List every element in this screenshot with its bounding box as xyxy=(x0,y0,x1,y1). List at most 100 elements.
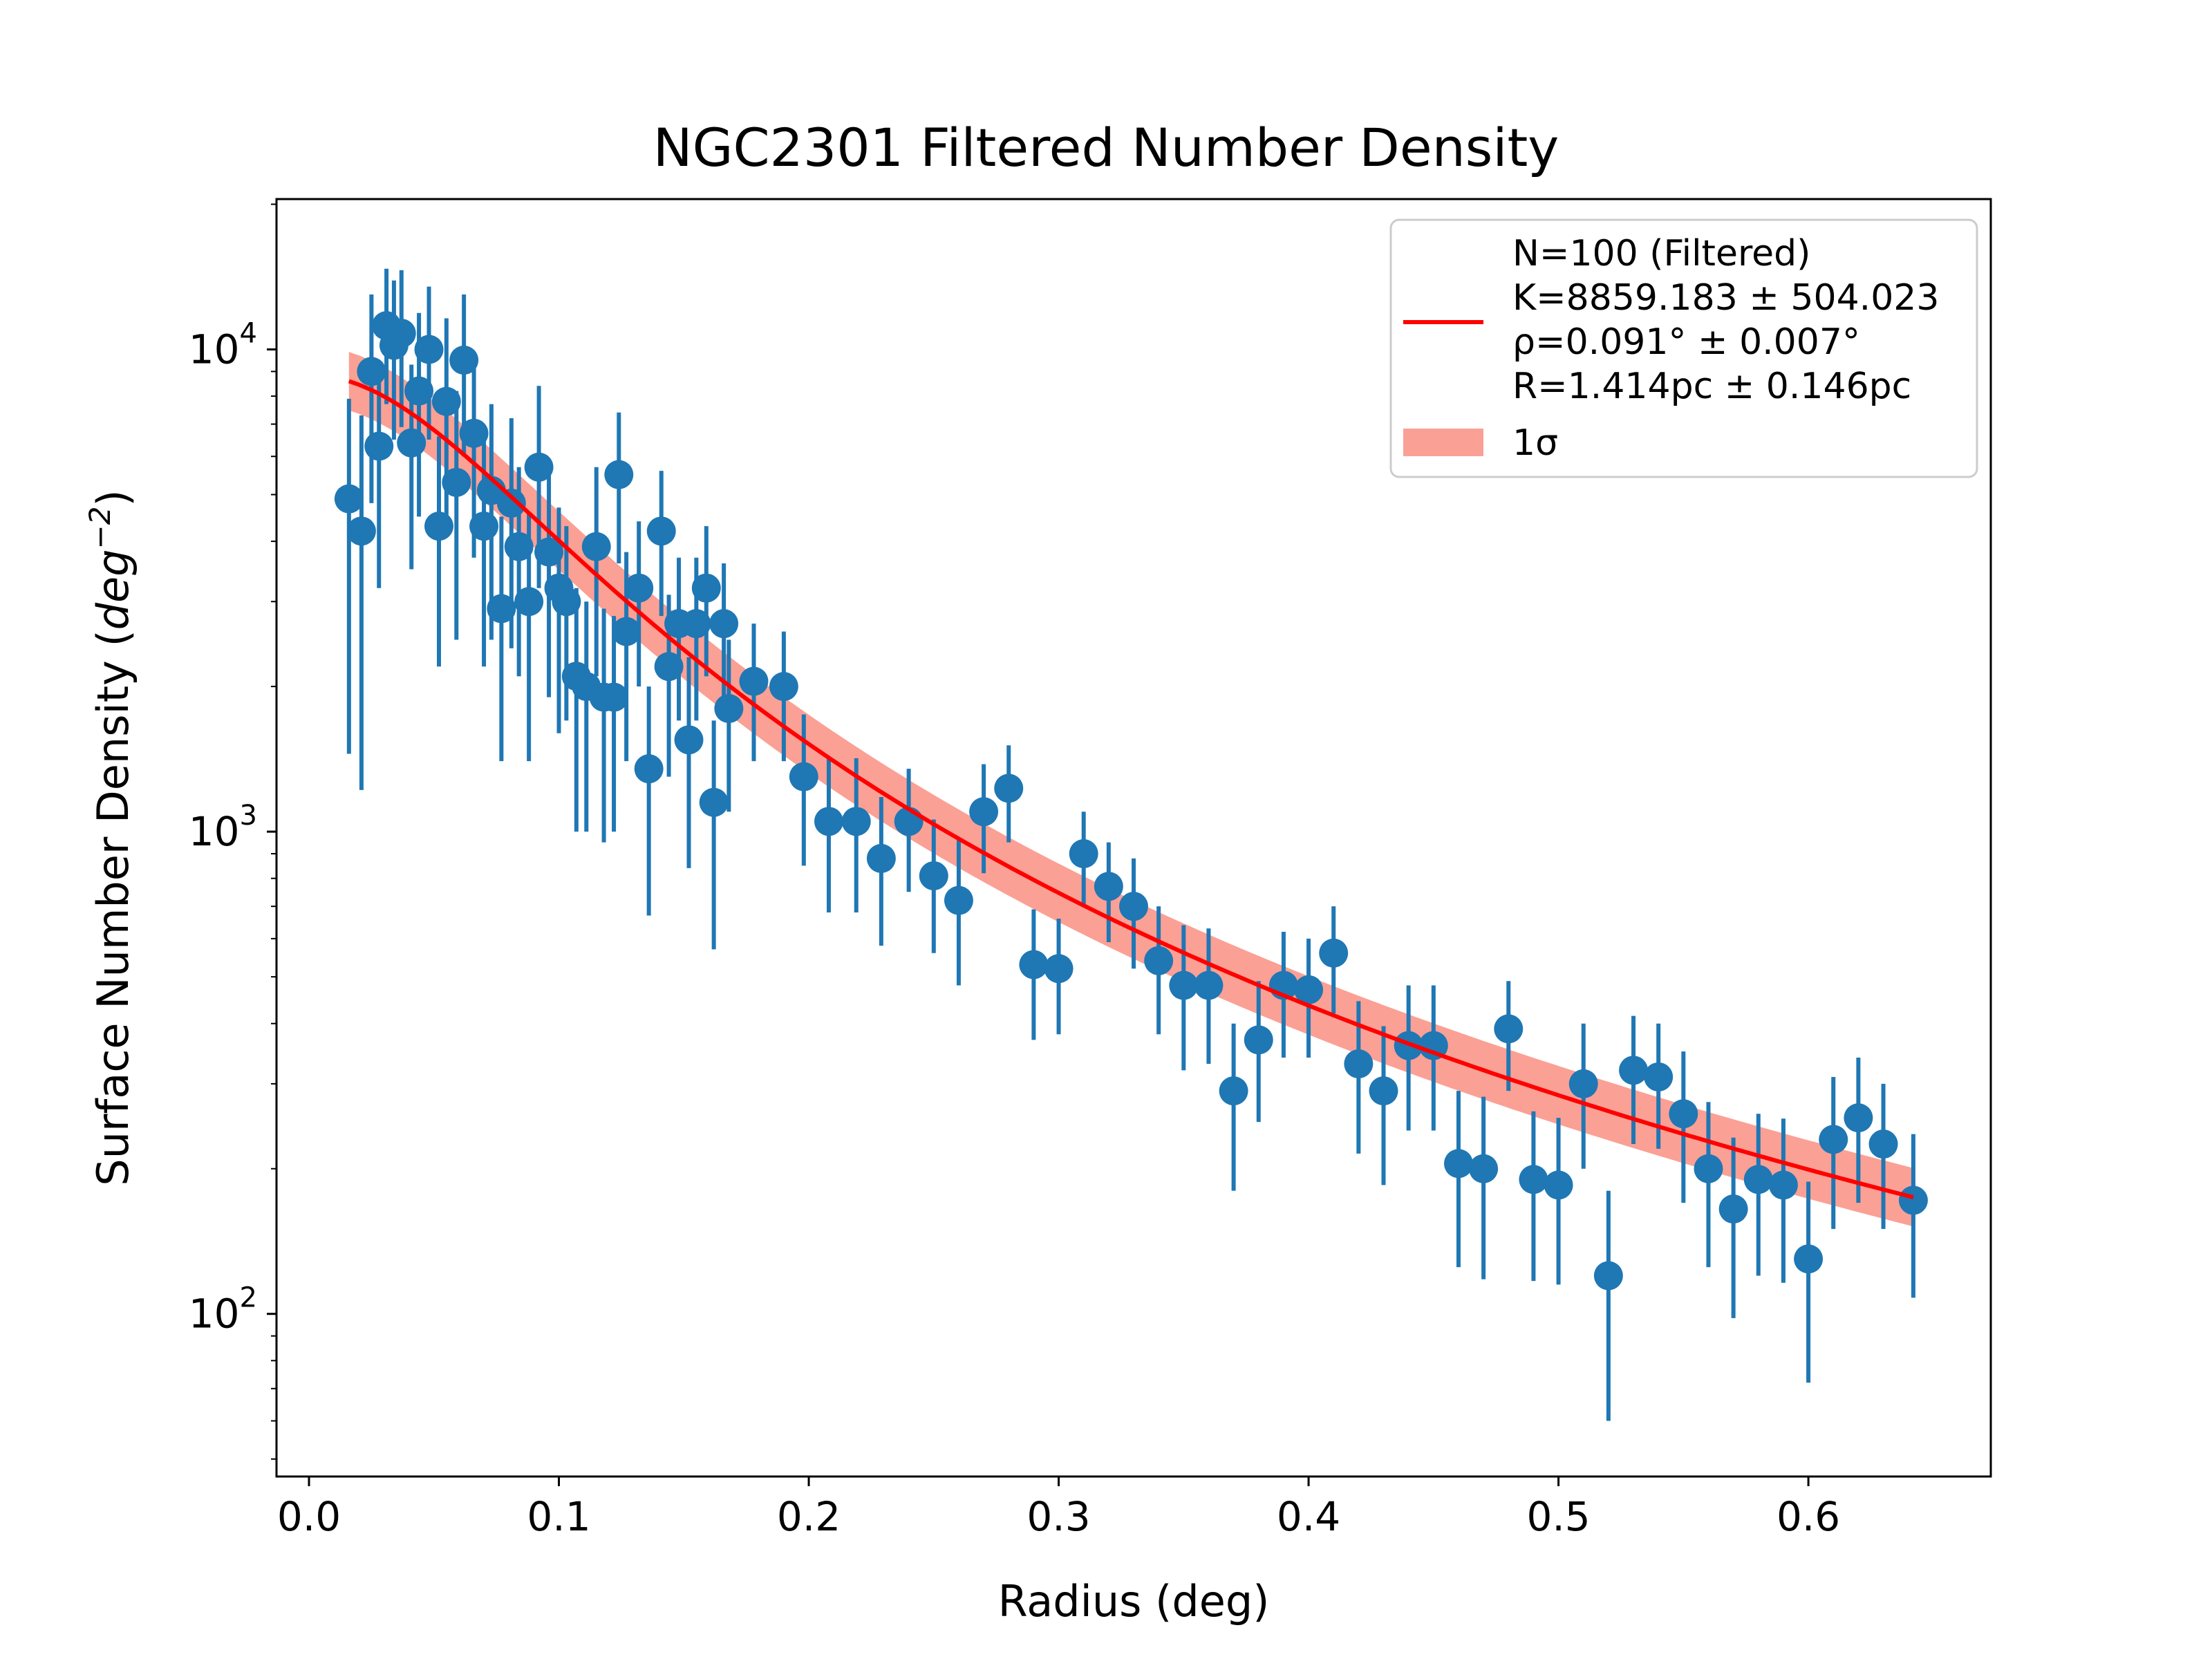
point-marker xyxy=(682,609,711,639)
data-point xyxy=(552,526,581,721)
point-marker xyxy=(612,617,641,646)
legend-box xyxy=(1389,218,1978,478)
legend-fit-label: N=100 (Filtered) K=8859.183 ± 504.023 ρ=… xyxy=(1512,233,1951,407)
legend-fit-line-4: R=1.414pc ± 0.146pc xyxy=(1512,366,1911,407)
data-point xyxy=(709,563,739,709)
point-marker xyxy=(994,774,1024,803)
x-tick-label: 0.3 xyxy=(1027,1493,1090,1540)
point-marker xyxy=(1519,1165,1548,1194)
point-marker xyxy=(604,460,634,489)
y-tick-label-exp: 4 xyxy=(240,317,257,349)
data-point xyxy=(1568,1023,1598,1169)
chart-title: NGC2301 Filtered Number Density xyxy=(653,117,1559,178)
data-point xyxy=(714,639,744,812)
point-marker xyxy=(1044,954,1074,984)
data-point xyxy=(1718,1137,1748,1318)
point-marker xyxy=(1369,1076,1398,1106)
data-point xyxy=(1069,812,1098,907)
point-marker xyxy=(534,537,564,567)
data-point xyxy=(1469,1096,1499,1280)
x-tick-label: 0.6 xyxy=(1777,1493,1840,1540)
y-axis-label-unit: deg xyxy=(88,549,138,630)
data-point xyxy=(604,412,634,564)
point-marker xyxy=(674,725,704,755)
point-marker xyxy=(334,484,364,514)
data-point xyxy=(1294,938,1324,1058)
data-point xyxy=(769,631,798,762)
data-point xyxy=(646,471,676,617)
x-tick-label: 0.1 xyxy=(527,1493,590,1540)
point-marker xyxy=(1169,971,1199,1000)
point-marker xyxy=(581,532,611,561)
data-point xyxy=(634,686,664,916)
data-point xyxy=(1544,1118,1573,1285)
point-marker xyxy=(1469,1154,1499,1183)
point-marker xyxy=(624,573,654,603)
y-tick-label-exp: 2 xyxy=(240,1282,257,1314)
point-marker xyxy=(1319,938,1349,968)
data-point xyxy=(514,512,544,762)
point-marker xyxy=(1294,975,1324,1004)
data-point xyxy=(1219,1023,1248,1191)
data-point xyxy=(599,616,629,832)
point-marker xyxy=(469,512,499,541)
point-marker xyxy=(1768,1170,1798,1200)
legend: N=100 (Filtered) K=8859.183 ± 504.023 ρ=… xyxy=(1389,218,1978,478)
y-tick-label: 104 xyxy=(189,317,257,373)
point-marker xyxy=(1418,1031,1448,1060)
point-marker xyxy=(1494,1014,1524,1044)
data-point xyxy=(487,516,516,762)
plot-frame xyxy=(275,198,1992,1478)
data-point xyxy=(699,720,729,950)
point-marker xyxy=(459,418,489,448)
point-marker xyxy=(1694,1154,1723,1183)
point-marker xyxy=(552,587,581,617)
data-point xyxy=(581,467,611,677)
data-point xyxy=(1619,1015,1649,1145)
point-marker xyxy=(1019,950,1049,980)
point-marker xyxy=(1844,1103,1873,1133)
point-marker xyxy=(646,516,676,546)
data-point xyxy=(1443,1091,1473,1268)
data-point xyxy=(334,398,364,754)
point-marker xyxy=(1094,872,1123,901)
data-point xyxy=(364,362,394,588)
point-marker xyxy=(424,512,453,541)
data-point xyxy=(944,840,973,986)
data-point xyxy=(1019,909,1049,1040)
data-point xyxy=(1319,906,1349,1013)
y-axis-label-main: Surface Number Density ( xyxy=(88,630,138,1185)
y-tick-label-base: 10 xyxy=(189,326,240,373)
point-marker xyxy=(346,516,376,546)
point-marker xyxy=(634,754,664,784)
point-marker xyxy=(709,609,739,639)
data-point xyxy=(994,745,1024,843)
y-axis-label-close: ) xyxy=(88,489,138,506)
point-marker xyxy=(1819,1125,1848,1154)
point-marker xyxy=(1743,1165,1773,1194)
point-marker xyxy=(1794,1244,1824,1274)
legend-fit-line-2: K=8859.183 ± 504.023 xyxy=(1512,277,1939,319)
point-marker xyxy=(739,666,769,696)
point-marker xyxy=(524,452,554,482)
x-tick-label: 0.0 xyxy=(277,1493,341,1540)
data-point xyxy=(414,286,444,440)
point-marker xyxy=(1868,1130,1898,1159)
y-tick-label: 103 xyxy=(189,800,257,855)
point-marker xyxy=(699,787,729,817)
data-point xyxy=(1868,1083,1898,1229)
data-point xyxy=(866,796,896,946)
data-point xyxy=(1244,981,1273,1123)
point-marker xyxy=(364,431,394,461)
point-marker xyxy=(449,346,479,375)
point-marker xyxy=(1244,1025,1273,1055)
data-point xyxy=(1669,1051,1698,1203)
point-marker xyxy=(1194,971,1224,1000)
data-point xyxy=(1044,918,1074,1035)
data-point xyxy=(1794,1181,1824,1383)
point-marker xyxy=(442,467,471,497)
data-point xyxy=(814,758,843,912)
point-marker xyxy=(404,376,434,406)
